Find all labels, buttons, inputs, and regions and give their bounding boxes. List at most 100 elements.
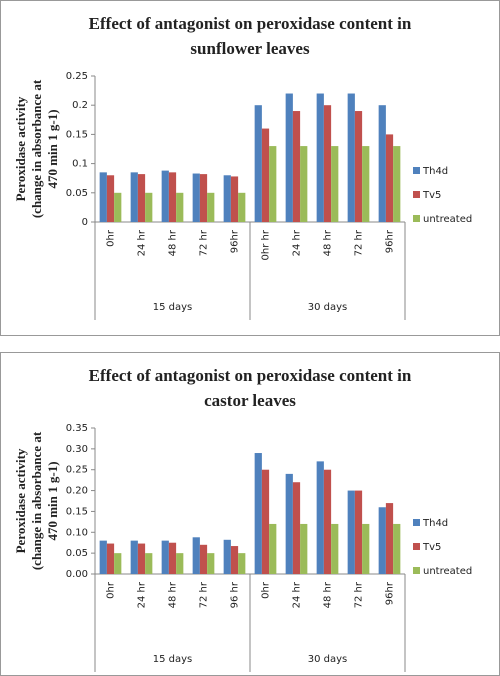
bar bbox=[161, 540, 169, 574]
y-tick-label: 0.2 bbox=[72, 100, 88, 111]
x-tick-label: 48 hr bbox=[323, 581, 334, 608]
bar bbox=[145, 553, 153, 574]
y-axis-label: (change in absorbance at bbox=[29, 79, 44, 218]
x-tick-label: 72 hr bbox=[199, 229, 210, 256]
legend-swatch bbox=[413, 543, 420, 550]
group-label: 30 days bbox=[308, 654, 348, 665]
bar bbox=[378, 105, 386, 222]
legend-swatch bbox=[413, 519, 420, 526]
chart-title: sunflower leaves bbox=[190, 39, 310, 58]
x-tick-label: 0hr bbox=[106, 581, 117, 599]
bar bbox=[230, 176, 239, 222]
bar bbox=[285, 93, 293, 223]
y-tick-label: 0.25 bbox=[66, 71, 88, 82]
x-tick-label: 24 hr bbox=[292, 229, 303, 256]
legend-swatch bbox=[413, 191, 420, 198]
bar bbox=[393, 523, 401, 574]
legend-label: Th4d bbox=[422, 518, 448, 529]
bar bbox=[176, 553, 184, 574]
legend-label: untreated bbox=[423, 566, 472, 577]
y-tick-label: 0.00 bbox=[66, 569, 88, 580]
bar bbox=[285, 473, 293, 574]
bar bbox=[207, 553, 215, 574]
x-tick-label: 48 hr bbox=[323, 229, 334, 256]
bar bbox=[292, 111, 301, 222]
group-label: 15 days bbox=[153, 302, 193, 313]
bar bbox=[130, 172, 138, 222]
bar bbox=[300, 523, 308, 574]
x-tick-label: 72 hr bbox=[354, 229, 365, 256]
bar bbox=[354, 490, 363, 574]
legend-label: Tv5 bbox=[422, 542, 441, 553]
bar bbox=[230, 546, 239, 574]
x-tick-label: 24 hr bbox=[292, 581, 303, 608]
group-label: 30 days bbox=[308, 302, 348, 313]
bar bbox=[316, 93, 324, 223]
legend-swatch bbox=[413, 567, 420, 574]
y-tick-label: 0.15 bbox=[66, 129, 88, 140]
y-axis-label: (change in absorbance at bbox=[29, 431, 44, 570]
bar bbox=[385, 134, 394, 222]
bar bbox=[114, 553, 122, 574]
x-tick-label: 96hr bbox=[230, 229, 241, 253]
bar bbox=[347, 93, 355, 223]
bar bbox=[168, 542, 177, 574]
bar bbox=[323, 105, 332, 222]
bar bbox=[161, 170, 169, 222]
bar bbox=[238, 553, 246, 574]
bar bbox=[261, 128, 270, 222]
bar bbox=[114, 192, 122, 222]
bar bbox=[130, 540, 138, 574]
x-tick-label: 72 hr bbox=[354, 581, 365, 608]
x-tick-label: 96 hr bbox=[230, 581, 241, 608]
bar bbox=[385, 503, 394, 574]
bar bbox=[238, 192, 246, 222]
bar bbox=[316, 461, 324, 574]
legend-label: Tv5 bbox=[422, 190, 441, 201]
y-tick-label: 0.15 bbox=[66, 506, 88, 517]
bar bbox=[192, 537, 200, 574]
bar bbox=[261, 469, 270, 574]
y-tick-label: 0.1 bbox=[72, 159, 88, 170]
bar bbox=[106, 543, 115, 574]
y-tick-label: 0.05 bbox=[66, 188, 88, 199]
bar bbox=[207, 192, 215, 222]
bar bbox=[378, 507, 386, 574]
x-tick-label: 0hr bbox=[261, 581, 272, 599]
bar bbox=[393, 146, 401, 222]
bar bbox=[269, 146, 277, 222]
bar bbox=[99, 540, 107, 574]
chart-title: Effect of antagonist on peroxidase conte… bbox=[89, 14, 412, 33]
y-tick-label: 0.10 bbox=[66, 527, 88, 538]
y-tick-label: 0.20 bbox=[66, 486, 88, 497]
y-axis-label: Peroxidase activity bbox=[13, 96, 28, 201]
bar bbox=[331, 146, 339, 222]
bar bbox=[168, 172, 177, 222]
bar bbox=[99, 172, 107, 222]
bar bbox=[223, 175, 231, 222]
chart-title: castor leaves bbox=[204, 391, 296, 410]
y-tick-label: 0.05 bbox=[66, 548, 88, 559]
bar bbox=[323, 469, 332, 574]
x-tick-label: 72 hr bbox=[199, 581, 210, 608]
x-tick-label: 24 hr bbox=[137, 229, 148, 256]
bar bbox=[199, 174, 208, 222]
y-tick-label: 0.35 bbox=[66, 423, 88, 434]
chart-title: Effect of antagonist on peroxidase conte… bbox=[89, 366, 412, 385]
y-tick-label: 0.25 bbox=[66, 465, 88, 476]
y-axis-label: Peroxidase activity bbox=[13, 448, 28, 553]
legend-label: Th4d bbox=[422, 166, 448, 177]
bar bbox=[145, 192, 153, 222]
y-axis-label: 470 min 1 g-1) bbox=[45, 461, 60, 540]
bar bbox=[362, 146, 370, 222]
bar bbox=[106, 175, 115, 222]
bar bbox=[300, 146, 308, 222]
x-tick-label: 0hr hr bbox=[261, 229, 272, 260]
bar bbox=[137, 174, 146, 222]
y-tick-label: 0 bbox=[82, 217, 88, 228]
x-tick-label: 96hr bbox=[385, 581, 396, 605]
y-axis-label: 470 min 1 g-1) bbox=[45, 109, 60, 188]
bar bbox=[254, 453, 262, 574]
bar bbox=[254, 105, 262, 222]
